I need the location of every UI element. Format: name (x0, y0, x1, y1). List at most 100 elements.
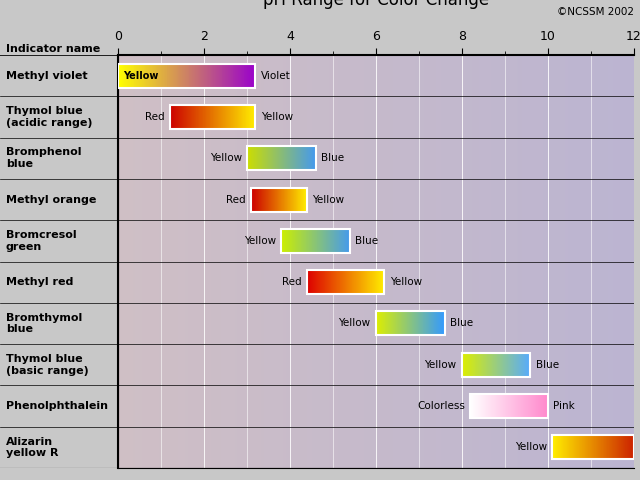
Bar (157, 64, 158, 88)
Bar (362, 55, 364, 468)
Bar (566, 55, 568, 468)
Bar (247, 64, 248, 88)
Bar (451, 55, 453, 468)
Bar (123, 55, 125, 468)
Bar (214, 55, 216, 468)
Bar (143, 64, 145, 88)
Bar (170, 64, 172, 88)
Bar (225, 55, 227, 468)
Bar (364, 55, 365, 468)
Bar (132, 55, 134, 468)
Bar (340, 55, 341, 468)
Bar (139, 64, 140, 88)
Bar (216, 64, 217, 88)
Bar (360, 55, 362, 468)
Bar (627, 55, 628, 468)
Bar (295, 55, 297, 468)
Bar (618, 55, 620, 468)
Bar (283, 55, 285, 468)
Text: Red: Red (227, 194, 246, 204)
Bar (138, 64, 139, 88)
Bar (218, 64, 219, 88)
Bar (422, 55, 424, 468)
Bar (248, 64, 249, 88)
Bar (153, 64, 154, 88)
Bar (142, 55, 144, 468)
Text: Methyl violet: Methyl violet (6, 71, 88, 81)
Bar (147, 55, 149, 468)
Bar (235, 55, 237, 468)
Bar (172, 64, 173, 88)
Bar (181, 64, 182, 88)
Bar (156, 55, 157, 468)
Bar (204, 64, 205, 88)
Bar (182, 64, 183, 88)
Text: Methyl red: Methyl red (6, 277, 73, 287)
Bar (211, 64, 212, 88)
Bar (433, 55, 434, 468)
Bar (197, 64, 198, 88)
Bar (134, 64, 136, 88)
Bar (193, 64, 194, 88)
Bar (118, 64, 255, 88)
Bar (129, 64, 130, 88)
Bar (415, 55, 417, 468)
Bar (166, 55, 168, 468)
Bar (623, 55, 625, 468)
Bar (281, 55, 283, 468)
Bar (120, 55, 122, 468)
Text: Red: Red (282, 277, 302, 287)
Bar (223, 64, 225, 88)
Text: Blue: Blue (321, 153, 344, 163)
Bar (230, 55, 232, 468)
Bar (453, 55, 455, 468)
Bar (297, 55, 298, 468)
Bar (302, 55, 303, 468)
Bar (168, 55, 170, 468)
Bar (200, 55, 202, 468)
Bar (161, 64, 162, 88)
Bar (510, 55, 511, 468)
Bar (172, 55, 173, 468)
Bar (243, 55, 245, 468)
Bar (269, 55, 271, 468)
Bar (141, 64, 142, 88)
Bar (365, 55, 367, 468)
Bar (575, 55, 577, 468)
Bar (412, 55, 413, 468)
Bar (228, 64, 229, 88)
Bar (458, 55, 460, 468)
Text: Bromcresol
green: Bromcresol green (6, 230, 77, 252)
Text: Bromthymol
blue: Bromthymol blue (6, 312, 82, 334)
Bar (448, 55, 450, 468)
Bar (347, 55, 348, 468)
Bar (209, 55, 211, 468)
Bar (128, 55, 130, 468)
Bar (330, 55, 331, 468)
Bar (275, 55, 276, 468)
Bar (250, 55, 252, 468)
Bar (468, 55, 470, 468)
Bar (491, 55, 493, 468)
Bar (215, 64, 216, 88)
Text: Violet: Violet (260, 71, 291, 81)
Bar (190, 55, 192, 468)
Bar (317, 55, 319, 468)
Bar (226, 64, 227, 88)
Bar (205, 55, 207, 468)
Bar (220, 55, 221, 468)
Text: Red: Red (639, 443, 640, 452)
Bar (570, 55, 572, 468)
Bar (251, 188, 307, 212)
Text: Phenolphthalein: Phenolphthalein (6, 401, 108, 411)
Bar (186, 64, 187, 88)
Bar (539, 55, 541, 468)
Bar (398, 55, 400, 468)
Bar (158, 64, 159, 88)
Bar (443, 55, 445, 468)
Bar (161, 55, 163, 468)
Bar (164, 64, 166, 88)
Bar (214, 64, 215, 88)
Bar (177, 64, 178, 88)
Bar (560, 55, 561, 468)
